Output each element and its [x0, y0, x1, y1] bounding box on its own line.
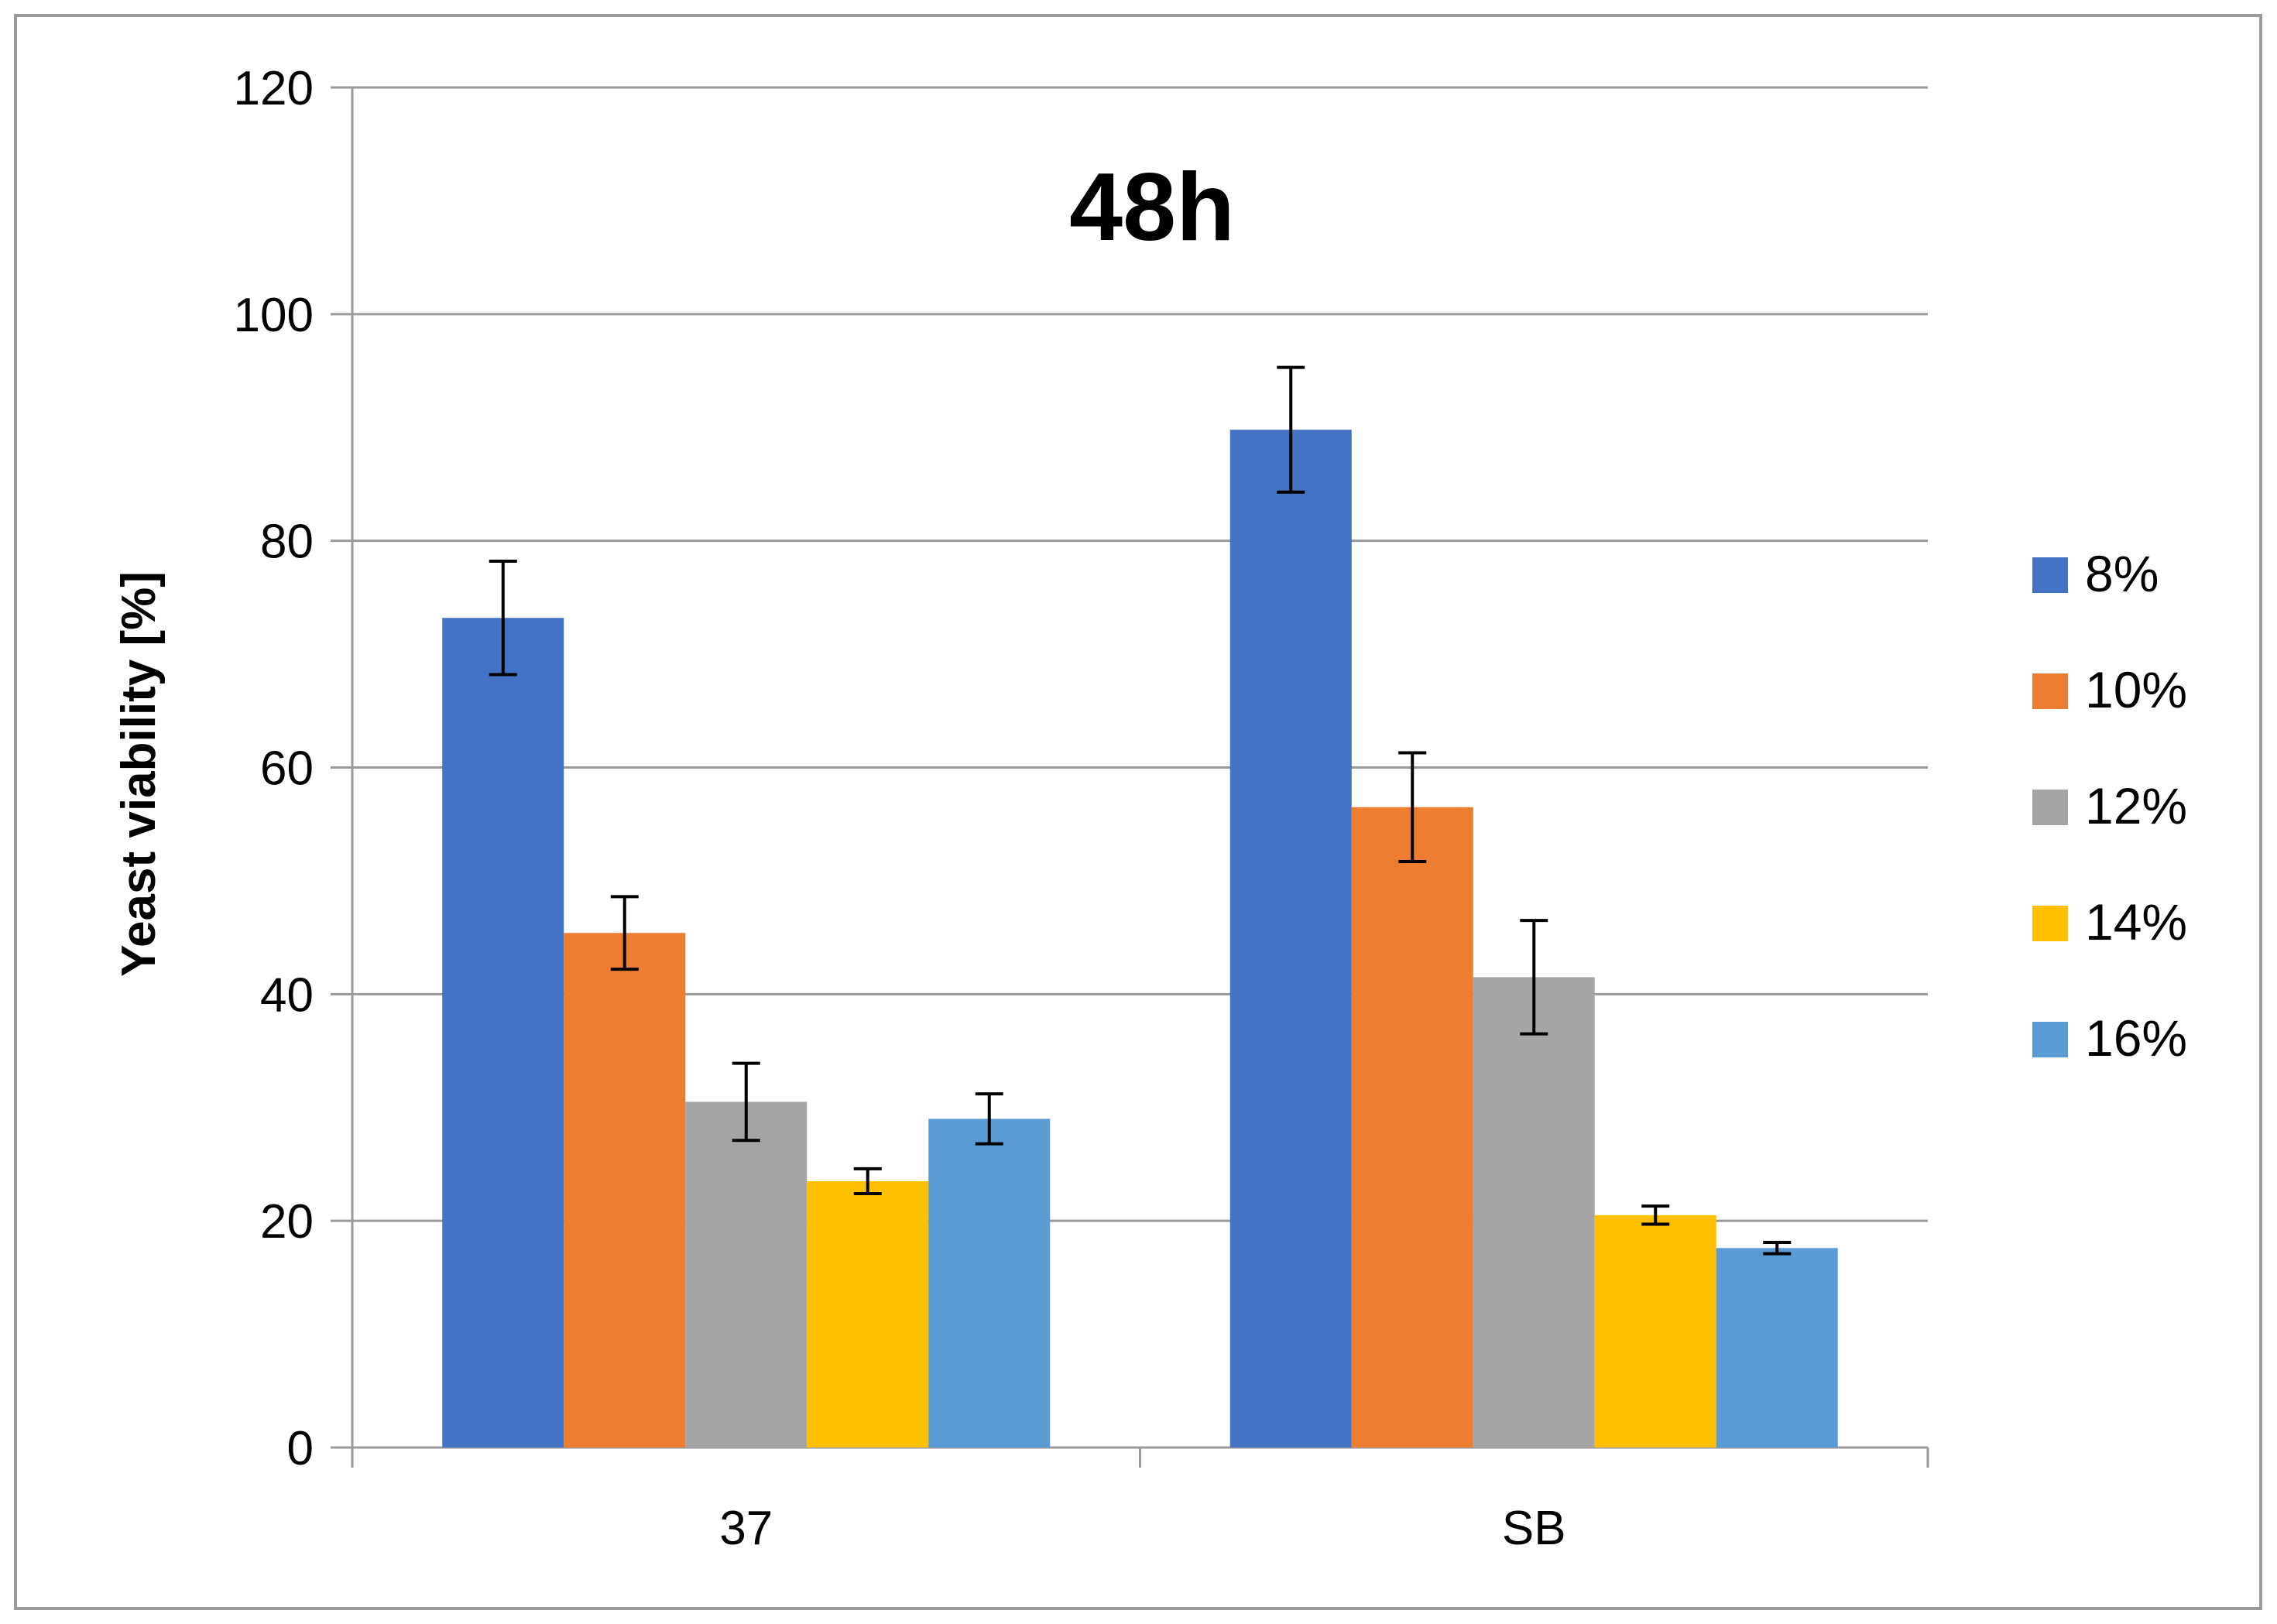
- bar: [442, 618, 564, 1448]
- chart-border: [14, 14, 2262, 1610]
- bar: [807, 1180, 929, 1448]
- legend-swatch: [2032, 557, 2068, 593]
- y-tick-label: 100: [234, 289, 314, 342]
- legend-item: 8%: [2032, 545, 2159, 602]
- error-bar: [1520, 919, 1548, 1036]
- error-bar: [1641, 1204, 1670, 1226]
- bar: [564, 933, 686, 1448]
- y-tick-label: 120: [234, 62, 314, 115]
- legend-swatch: [2032, 673, 2068, 709]
- bar: [1229, 430, 1352, 1448]
- legend-item: 10%: [2032, 661, 2187, 718]
- legend-swatch: [2032, 1022, 2068, 1057]
- legend-label: 8%: [2085, 545, 2159, 602]
- legend-label: 14%: [2085, 893, 2187, 951]
- legend-label: 16%: [2085, 1009, 2187, 1067]
- error-bar: [489, 560, 517, 677]
- error-bars: [489, 365, 1792, 1256]
- legend-item: 16%: [2032, 1009, 2187, 1067]
- y-tick-label: 20: [260, 1195, 314, 1249]
- legend-swatch: [2032, 906, 2068, 941]
- y-tick-label: 60: [260, 742, 314, 796]
- x-tick-label: SB: [1502, 1502, 1566, 1555]
- bar: [1594, 1215, 1716, 1448]
- bars: [442, 430, 1838, 1448]
- bar: [1351, 807, 1473, 1448]
- error-bar: [975, 1092, 1003, 1146]
- error-bar: [610, 895, 639, 971]
- legend-item: 14%: [2032, 893, 2187, 951]
- bar: [1473, 977, 1595, 1448]
- error-bar: [1398, 751, 1427, 864]
- legend-item: 12%: [2032, 777, 2187, 834]
- legend-label: 10%: [2085, 661, 2187, 718]
- y-tick-label: 40: [260, 968, 314, 1022]
- y-axis-label: Yeast viability [%]: [112, 571, 166, 977]
- error-bar: [732, 1061, 760, 1143]
- legend: 8% 10% 12% 14% 16%: [2032, 545, 2187, 1067]
- error-bar: [1277, 365, 1305, 494]
- tick-labels: 0 20 40 60 80 100 120 37 SB: [234, 62, 1566, 1555]
- error-bar: [853, 1167, 882, 1196]
- y-tick-label: 0: [287, 1422, 314, 1475]
- legend-label: 12%: [2085, 777, 2187, 834]
- bar: [685, 1102, 808, 1448]
- bar: [1716, 1248, 1838, 1448]
- error-bar: [1763, 1240, 1792, 1256]
- bar: [928, 1119, 1051, 1448]
- chart-title: 48h: [1069, 154, 1235, 261]
- x-tick-label: 37: [719, 1502, 773, 1555]
- y-tick-label: 80: [260, 516, 314, 569]
- legend-swatch: [2032, 790, 2068, 825]
